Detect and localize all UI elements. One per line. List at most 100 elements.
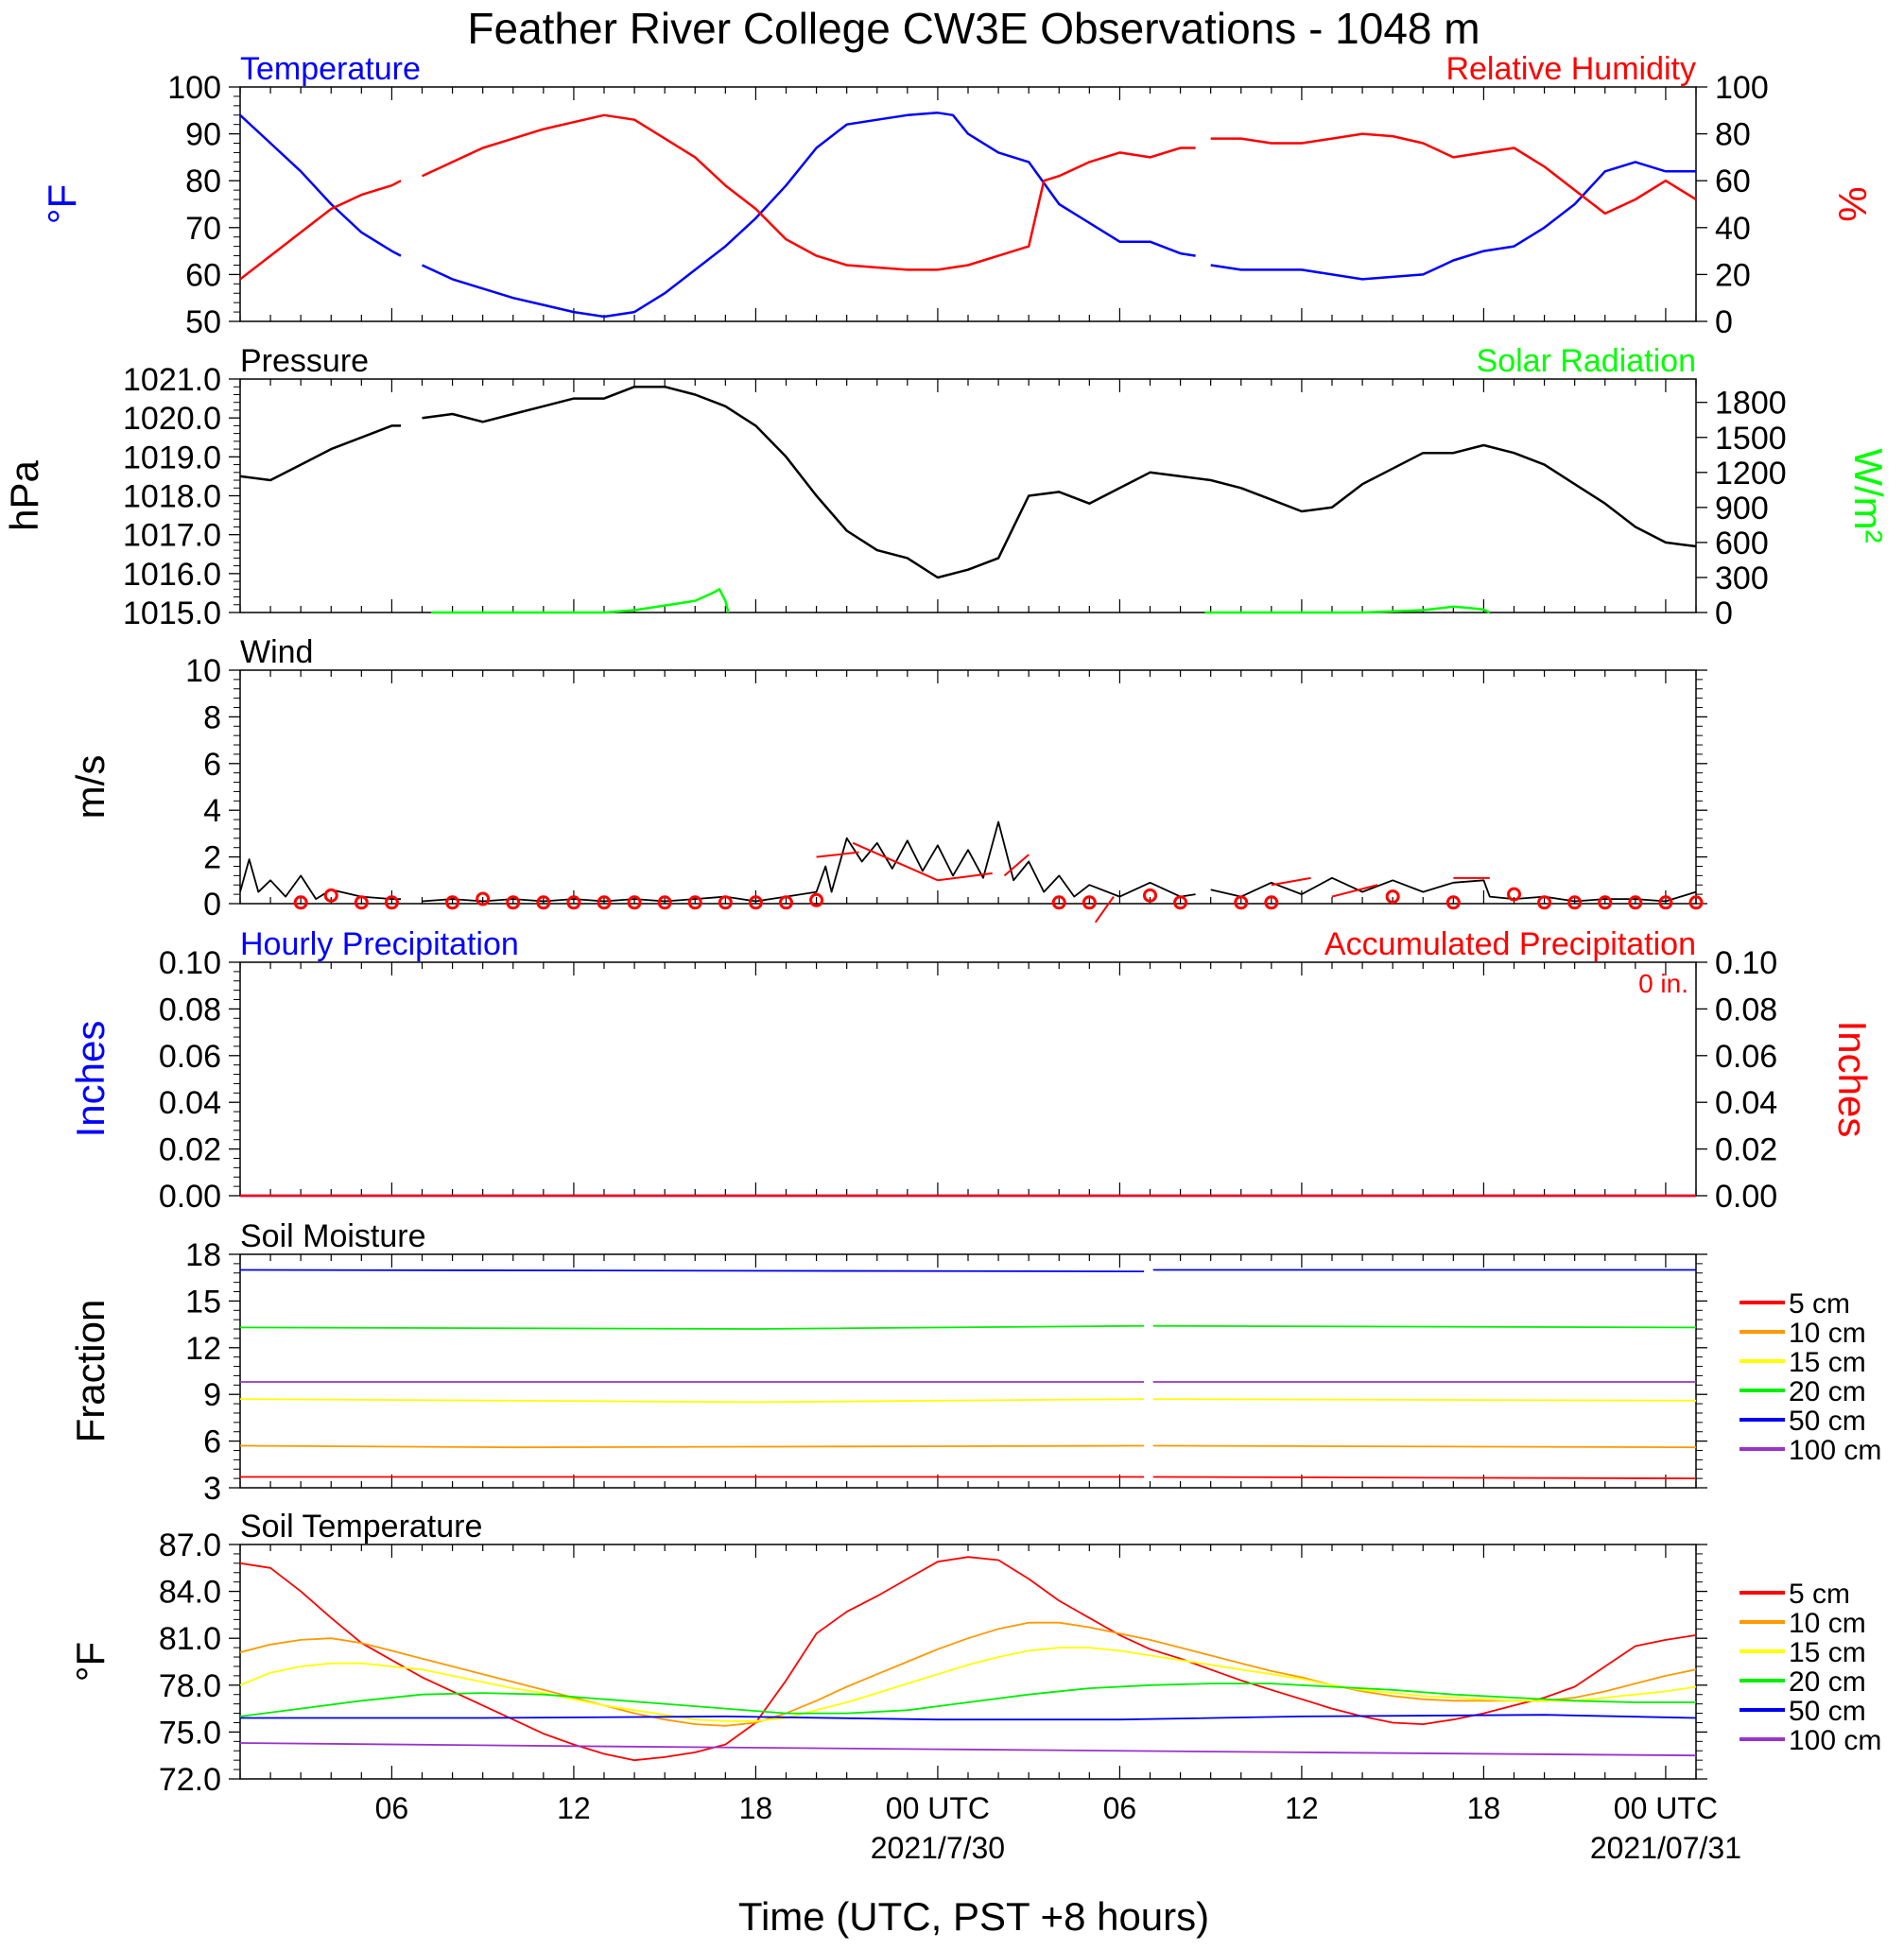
series-temp_rh-temperature — [239, 112, 1696, 319]
y-tick-label-right: 0.10 — [1715, 945, 1777, 981]
x-tick-label: 00 UTC — [886, 1791, 990, 1825]
y-tick-label-left: 10 — [185, 653, 221, 689]
y-tick-label-left: 1016.0 — [123, 557, 221, 593]
panel-title-left: Soil Temperature — [240, 1509, 482, 1544]
y-tick-label-right: 0.06 — [1715, 1039, 1777, 1075]
y-tick-label-right: 1500 — [1715, 421, 1787, 457]
y-tick-label-left: 1020.0 — [123, 401, 221, 437]
legend-label: 5 cm — [1789, 1288, 1850, 1320]
wind-calm-marker — [445, 895, 460, 910]
wind-calm-marker — [1567, 895, 1583, 910]
wind-direction-barb — [1271, 876, 1311, 887]
wind-calm-marker — [566, 895, 581, 910]
wind-calm-marker — [354, 895, 369, 910]
x-tick-label: 06 — [1103, 1791, 1137, 1825]
y-tick-label-right: 60 — [1715, 164, 1751, 199]
wind-direction-barb — [1003, 854, 1030, 877]
wind-calm-marker — [1173, 895, 1188, 910]
legend-label: 20 cm — [1789, 1376, 1866, 1407]
y-tick-label-left: 84.0 — [159, 1575, 221, 1611]
wind-calm-marker — [1688, 895, 1704, 910]
y-axis-unit-left: m/s — [68, 755, 113, 820]
y-tick-label-left: 80 — [185, 164, 221, 199]
series-soil_temp-100cm — [239, 1742, 1697, 1757]
y-tick-label-right: 300 — [1715, 561, 1769, 596]
plot-frame — [239, 378, 1697, 613]
x-tick-label: 18 — [739, 1791, 773, 1825]
series-temp_rh-humidity — [239, 113, 1697, 281]
y-tick-label-right: 100 — [1715, 70, 1769, 106]
series-soil_moisture-50cm — [239, 1268, 1696, 1272]
y-tick-label-left: 12 — [185, 1331, 221, 1367]
wind-calm-marker — [1658, 895, 1673, 910]
x-tick-label: 12 — [557, 1791, 591, 1825]
series-soil_moisture-20cm — [239, 1324, 1697, 1330]
y-tick-label-left: 1017.0 — [123, 518, 221, 554]
y-tick-label-right: 20 — [1715, 257, 1751, 293]
y-tick-label-left: 8 — [203, 699, 221, 735]
y-tick-label-left: 3 — [203, 1471, 221, 1507]
legend-label: 50 cm — [1789, 1696, 1866, 1727]
y-tick-label-left: 0 — [203, 887, 221, 923]
plot-frame — [239, 669, 1697, 905]
y-axis-unit-left: Fraction — [68, 1300, 113, 1443]
series-soil_temp-10cm — [239, 1621, 1697, 1727]
plot-frame — [239, 961, 1697, 1197]
y-tick-label-left: 0.04 — [159, 1085, 221, 1121]
plot-frame — [239, 86, 1697, 322]
panel-title-left: Pressure — [240, 343, 369, 379]
wind-calm-marker — [1507, 887, 1521, 902]
panel-soil_moisture: 3 6 9 12 15 18 Soil Moisture Fraction — [68, 1218, 1707, 1507]
y-tick-label-left: 0.06 — [159, 1039, 221, 1075]
panel-temp_rh: 50 60 70 80 90 100 0 20 40 60 80 100 Temperature Rela… — [40, 51, 1875, 340]
panel-wind: 0 2 4 6 8 10 Wind m/s — [68, 634, 1707, 923]
y-tick-label-right: 0 — [1715, 595, 1733, 631]
panel-title-right: Accumulated Precipitation — [1324, 926, 1696, 962]
y-tick-label-right: 0.00 — [1715, 1179, 1777, 1215]
y-tick-label-left: 0.08 — [159, 992, 221, 1027]
wind-calm-marker — [293, 895, 308, 910]
x-axis: 06 12 18 00 UTC 2021/7/30 06 12 18 00 UTC 2021/07… — [375, 1791, 1741, 1865]
y-tick-label-left: 78.0 — [159, 1668, 221, 1704]
y-tick-label-left: 1015.0 — [123, 595, 221, 631]
wind-calm-marker — [1628, 895, 1643, 910]
y-tick-label-left: 18 — [185, 1237, 221, 1273]
y-axis-unit-right: % — [1830, 186, 1875, 221]
x-axis-label: Time (UTC, PST +8 hours) — [738, 1894, 1209, 1939]
y-tick-label-left: 1018.0 — [123, 479, 221, 515]
wind-calm-marker — [1082, 895, 1097, 910]
y-tick-label-left: 9 — [203, 1377, 221, 1413]
wind-calm-marker — [476, 891, 491, 906]
wind-calm-marker — [657, 895, 672, 910]
wind-calm-marker — [1143, 888, 1157, 903]
wind-calm-marker — [597, 895, 612, 910]
y-tick-label-right: 0 — [1715, 304, 1733, 340]
y-tick-label-right: 1200 — [1715, 456, 1787, 492]
y-tick-label-right: 0.02 — [1715, 1132, 1777, 1168]
y-axis-unit-left: °F — [68, 1642, 113, 1682]
y-tick-label-left: 75.0 — [159, 1715, 221, 1751]
legend-label: 20 cm — [1789, 1666, 1866, 1698]
series-soil_temp-5cm — [239, 1556, 1697, 1762]
y-tick-label-left: 1021.0 — [123, 362, 221, 398]
wind-calm-marker — [1537, 895, 1552, 910]
legend-label: 100 cm — [1789, 1435, 1881, 1466]
panel-precip: 0.00 0.02 0.04 0.06 0.08 0.10 0.00 0.02 0.04 0.06… — [68, 926, 1875, 1215]
panel-title-left: Wind — [240, 634, 313, 670]
wind-calm-marker — [1264, 895, 1279, 910]
plot-frame — [239, 1253, 1697, 1489]
wind-calm-marker — [718, 895, 733, 910]
y-tick-label-left: 2 — [203, 840, 221, 876]
wind-calm-marker — [1234, 895, 1249, 910]
series-soil_temp-20cm — [239, 1683, 1696, 1717]
wind-direction-barb — [1094, 896, 1115, 923]
panel-title-left: Soil Moisture — [240, 1218, 426, 1254]
series-soil_temp-15cm — [239, 1647, 1697, 1722]
wind-calm-marker — [1598, 895, 1613, 910]
accumulated-total-label: 0 in. — [1638, 969, 1688, 998]
